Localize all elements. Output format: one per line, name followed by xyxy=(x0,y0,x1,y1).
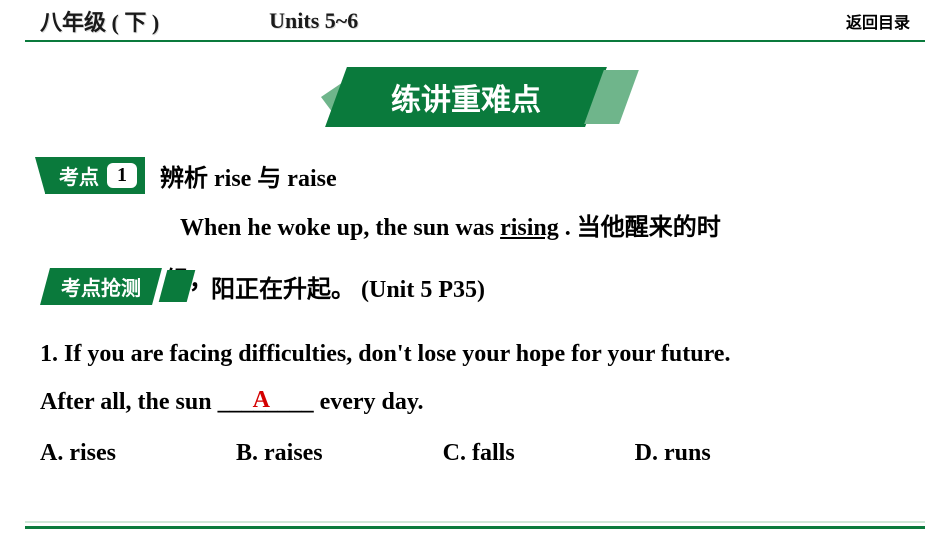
kaodian-badge: 考点 1 xyxy=(45,157,145,194)
example-prefix: When he woke up, the sun was xyxy=(180,215,500,241)
kaodian-row: 考点 1 辨析 rise 与 raise xyxy=(45,157,950,194)
banner-main: 练讲重难点 xyxy=(325,67,607,127)
grade-label: 八年级 ( 下 ) xyxy=(40,5,159,37)
question-text2: After all, the sun ________A every day. xyxy=(40,378,910,426)
kaodian-label: 考点 xyxy=(59,161,99,190)
footer-line-dark xyxy=(25,526,925,529)
units-label: Units 5~6 xyxy=(269,8,358,34)
footer-line-light xyxy=(25,521,925,523)
question-suffix: every day. xyxy=(314,389,424,415)
option-a[interactable]: A. rises xyxy=(40,429,116,477)
options-row: A. rises B. raises C. falls D. runs xyxy=(40,429,910,477)
banner-title: 练讲重难点 xyxy=(391,75,541,119)
qiangce-badge: 考点抢测 xyxy=(40,268,162,305)
option-d[interactable]: D. runs xyxy=(635,429,711,477)
question-text1: 1. If you are facing difficulties, don't… xyxy=(40,330,910,378)
qiangce-row: 考点抢测 阳正在升起。 (Unit 5 P35) xyxy=(45,268,950,305)
banner-shape: 练讲重难点 xyxy=(321,67,629,127)
example-suffix: . 当他醒来的时 xyxy=(559,215,721,241)
example-sentence: When he woke up, the sun was rising . 当他… xyxy=(180,202,900,255)
page-header: 八年级 ( 下 ) Units 5~6 返回目录 xyxy=(0,0,950,40)
header-divider xyxy=(25,40,925,42)
option-b[interactable]: B. raises xyxy=(236,429,323,477)
example-underlined: rising xyxy=(500,215,559,241)
return-menu-link[interactable]: 返回目录 xyxy=(846,9,910,33)
qiangce-label: 考点抢测 xyxy=(61,272,141,301)
example-line3-ref: (Unit 5 P35) xyxy=(355,277,485,303)
blank-fill: ________A xyxy=(218,378,314,426)
section-banner: 练讲重难点 xyxy=(0,67,950,127)
question-prefix: After all, the sun xyxy=(40,389,218,415)
question-block: 1. If you are facing difficulties, don't… xyxy=(40,330,910,477)
example-line3-cn: 阳正在升起。 xyxy=(211,277,355,303)
option-c[interactable]: C. falls xyxy=(443,429,515,477)
answer-letter: A xyxy=(253,376,270,424)
kaodian-number: 1 xyxy=(107,163,137,188)
kaodian-title: 辨析 rise 与 raise xyxy=(160,158,337,193)
example-line3: 阳正在升起。 (Unit 5 P35) xyxy=(211,269,485,304)
